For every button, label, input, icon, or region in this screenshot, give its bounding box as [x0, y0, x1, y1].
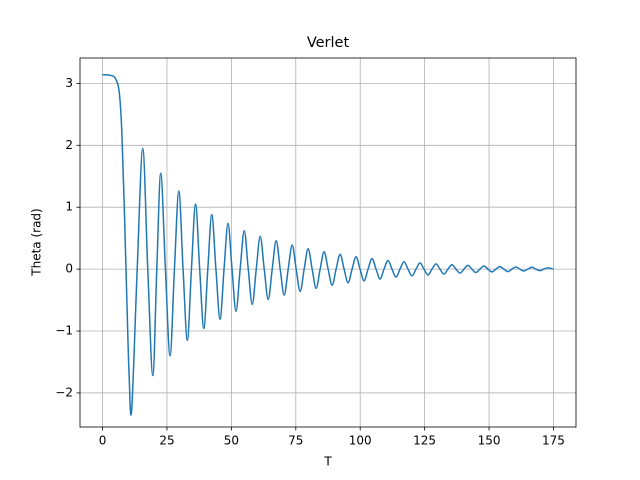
y-tick-label: −2 [55, 385, 73, 399]
x-tick-label: 175 [542, 434, 565, 448]
x-tick-label: 100 [349, 434, 372, 448]
x-tick-label: 150 [478, 434, 501, 448]
data-line [102, 73, 554, 416]
y-axis-label: Theta (rad) [30, 208, 44, 276]
y-tick-label: −1 [55, 324, 73, 338]
y-tick-label: 0 [65, 262, 73, 276]
chart-title: Verlet [307, 35, 350, 51]
y-tick-label: 2 [65, 138, 73, 152]
x-axis-label: T [323, 455, 332, 469]
x-tick-label: 125 [413, 434, 436, 448]
y-tick-label: 1 [65, 200, 73, 214]
x-tick-label: 25 [159, 434, 174, 448]
x-tick-label: 0 [99, 434, 107, 448]
y-tick-label: 3 [65, 76, 73, 90]
x-tick-label: 50 [224, 434, 239, 448]
plot-frame [79, 57, 577, 428]
x-tick-label: 75 [288, 434, 303, 448]
